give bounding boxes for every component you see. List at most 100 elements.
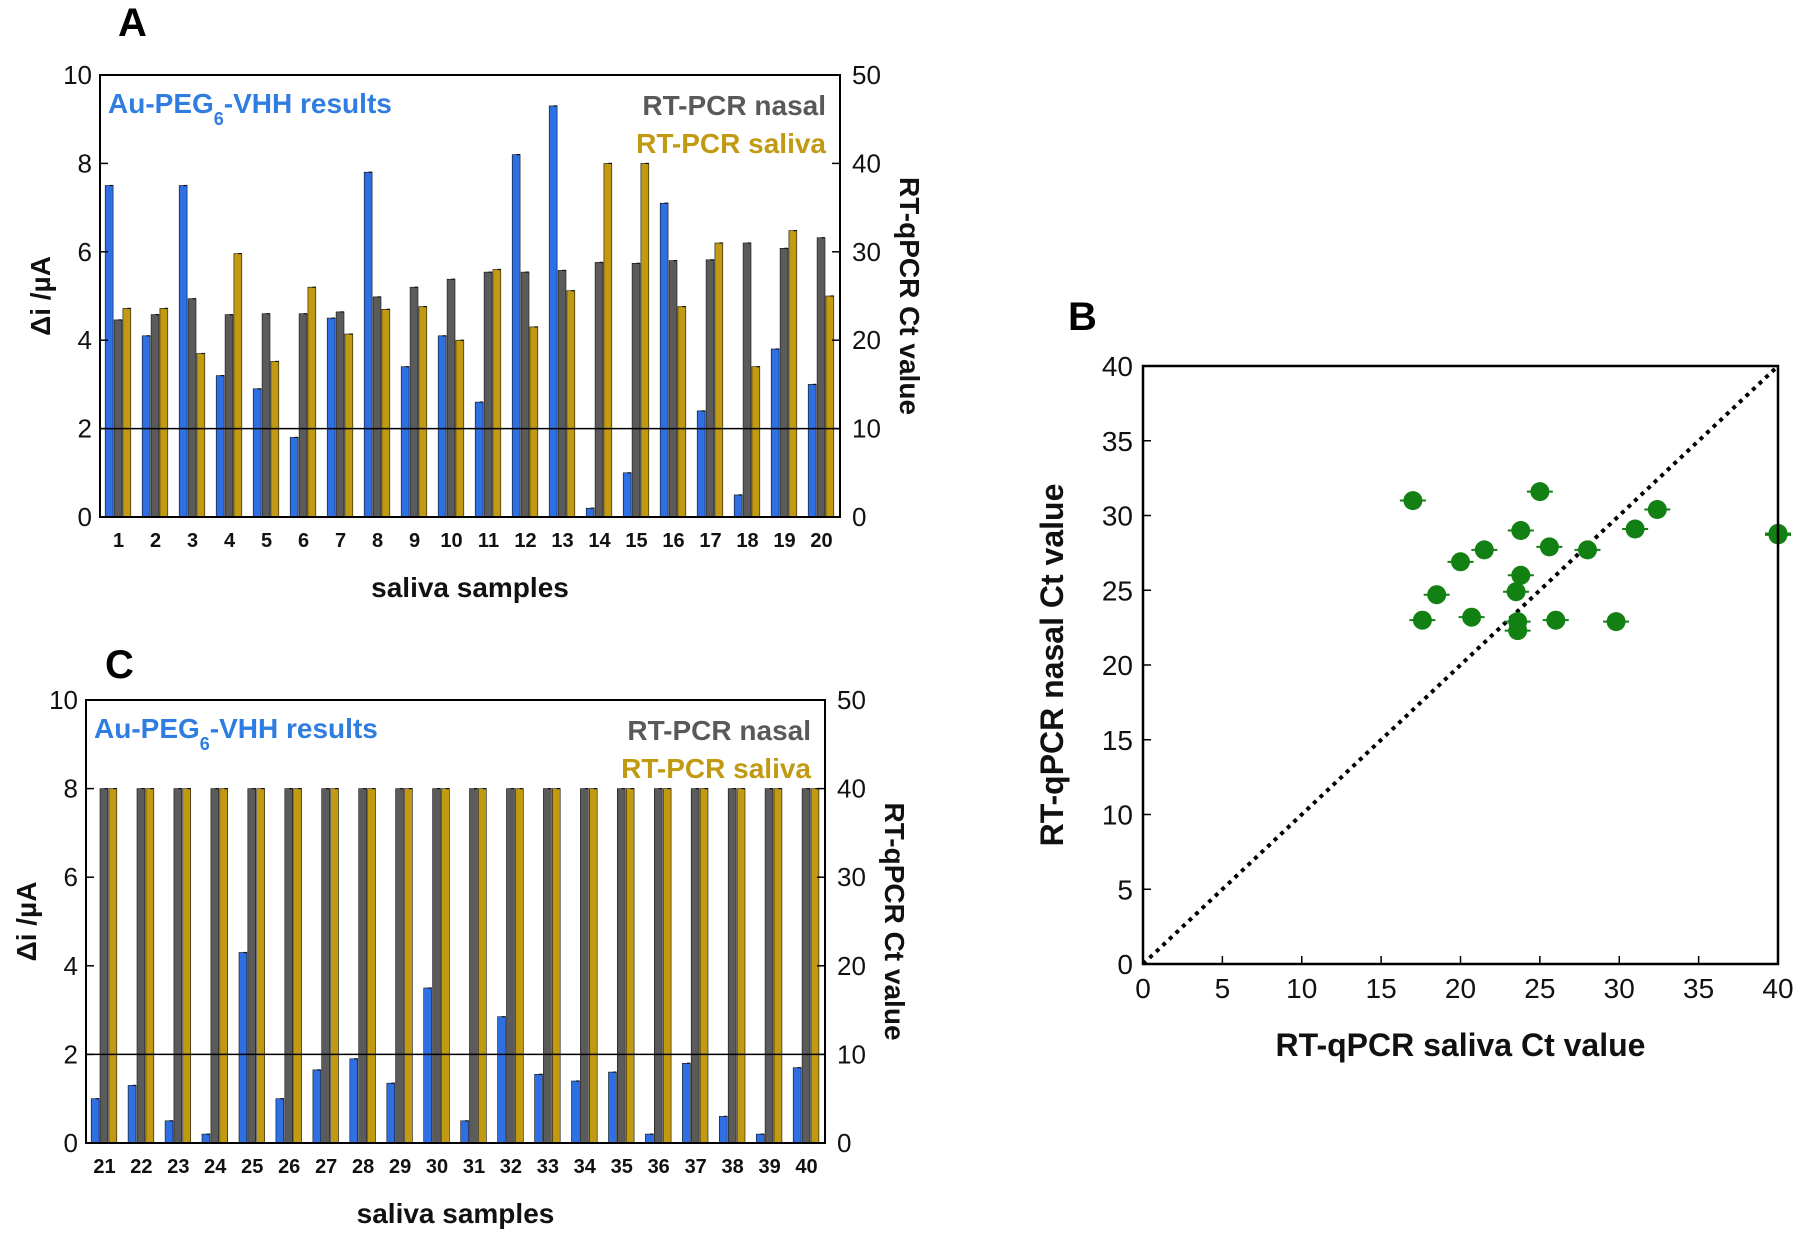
bar-nasal-38 bbox=[727, 788, 737, 1144]
x-tick-label: 6 bbox=[298, 530, 309, 552]
bar-au-5 bbox=[252, 388, 262, 518]
bar-nasal-24 bbox=[210, 788, 220, 1144]
y-tick-label: 0 bbox=[1117, 949, 1133, 980]
bar-au-3 bbox=[178, 185, 188, 518]
bar-nasal-39 bbox=[764, 788, 774, 1144]
y2-tick-label: 50 bbox=[852, 60, 881, 90]
bar-au-16 bbox=[659, 202, 669, 518]
bar-au-27 bbox=[312, 1069, 322, 1144]
y2-tick-label: 0 bbox=[852, 502, 866, 532]
bar-au-6 bbox=[289, 437, 299, 518]
y-axis-label: RT-qPCR nasal Ct value bbox=[1034, 484, 1070, 847]
bar-saliva-18 bbox=[751, 366, 761, 518]
legend-au-main: Au-PEG bbox=[108, 88, 214, 119]
x-tick-label: 24 bbox=[204, 1156, 227, 1178]
bar-nasal-2 bbox=[150, 314, 160, 518]
panel-b-letter: B bbox=[1068, 295, 1097, 339]
bar-au-24 bbox=[201, 1133, 211, 1144]
bar-saliva-36 bbox=[662, 788, 672, 1144]
bar-nasal-25 bbox=[247, 788, 257, 1144]
legend-saliva-rest: saliva bbox=[725, 753, 811, 784]
data-point bbox=[1474, 540, 1494, 560]
bar-au-1 bbox=[104, 185, 114, 518]
x-tick-label: 20 bbox=[810, 530, 832, 552]
bar-au-29 bbox=[386, 1082, 395, 1144]
x-tick-label: 13 bbox=[551, 530, 573, 552]
bar-saliva-11 bbox=[492, 269, 502, 518]
bar-saliva-37 bbox=[699, 788, 709, 1144]
bar-saliva-8 bbox=[381, 308, 391, 518]
bar-nasal-6 bbox=[298, 313, 308, 518]
x-tick-label: 37 bbox=[685, 1156, 707, 1178]
bar-au-9 bbox=[400, 366, 410, 518]
y-tick-label: 6 bbox=[78, 237, 92, 267]
y2-tick-label: 30 bbox=[852, 237, 881, 267]
bar-nasal-14 bbox=[594, 262, 604, 518]
legend-nasal-rest: nasal bbox=[732, 715, 811, 746]
y-tick-label: 20 bbox=[1102, 650, 1133, 681]
bar-nasal-32 bbox=[506, 788, 515, 1144]
y-tick-label: 10 bbox=[63, 60, 92, 90]
data-point bbox=[1539, 537, 1559, 557]
bar-nasal-26 bbox=[284, 788, 293, 1144]
y-tick-label: 0 bbox=[78, 502, 92, 532]
bar-saliva-29 bbox=[404, 788, 413, 1144]
x-tick-label: 25 bbox=[241, 1156, 263, 1178]
x-tick-label: 3 bbox=[187, 530, 198, 552]
bar-nasal-29 bbox=[395, 788, 404, 1144]
bar-nasal-11 bbox=[483, 271, 493, 518]
bar-saliva-31 bbox=[478, 788, 487, 1144]
bar-saliva-39 bbox=[773, 788, 783, 1144]
y-axis-label: Δi /µA bbox=[25, 256, 56, 336]
x-tick-label: 33 bbox=[537, 1156, 559, 1178]
y-tick-label: 4 bbox=[78, 325, 92, 355]
y-tick-label: 6 bbox=[64, 862, 78, 892]
x-tick-label: 5 bbox=[1215, 973, 1231, 1004]
plot-frame bbox=[99, 74, 841, 518]
bar-au-14 bbox=[585, 507, 595, 518]
legend-au-sub: 6 bbox=[200, 734, 210, 754]
bar-saliva-23 bbox=[182, 788, 192, 1144]
plot-frame bbox=[85, 699, 826, 1144]
panel-b: B 0 5 10 15 20 25 30 35 40 0 5 10 15 20 25 30 35 40 RT-qPCR… bbox=[1034, 295, 1794, 1063]
bar-saliva-24 bbox=[219, 788, 229, 1144]
bar-nasal-20 bbox=[816, 237, 826, 518]
x-tick-label: 18 bbox=[736, 530, 758, 552]
x-tick-label: 22 bbox=[130, 1156, 152, 1178]
bar-au-18 bbox=[733, 494, 743, 518]
bar-au-2 bbox=[141, 335, 151, 518]
legend-nasal: RT-PCR nasal bbox=[642, 90, 826, 121]
y-tick-label: 8 bbox=[64, 774, 78, 804]
bar-nasal-13 bbox=[557, 270, 567, 518]
panel-c: C21 22 23 24 25 26 27 28 29 30 31 32 33 34 35 36 37 38 39 4… bbox=[11, 643, 910, 1229]
x-tick-label: 2 bbox=[150, 530, 161, 552]
y2-tick-label: 20 bbox=[837, 951, 866, 981]
bar-saliva-3 bbox=[196, 353, 206, 518]
x-tick-label: 27 bbox=[315, 1156, 337, 1178]
y2-tick-label: 20 bbox=[852, 325, 881, 355]
legend-nasal-main: RT-PCR bbox=[642, 90, 746, 121]
identity-line bbox=[1141, 364, 1780, 966]
bar-au-37 bbox=[682, 1063, 691, 1144]
bar-au-36 bbox=[645, 1133, 654, 1144]
x-tick-label: 40 bbox=[1762, 973, 1793, 1004]
bar-saliva-26 bbox=[293, 788, 302, 1144]
bar-saliva-25 bbox=[256, 788, 265, 1144]
data-point bbox=[1625, 519, 1645, 539]
y-tick-label: 40 bbox=[1102, 351, 1133, 382]
y-tick-label: 10 bbox=[1102, 800, 1133, 831]
y-tick-label: 4 bbox=[64, 951, 78, 981]
bar-nasal-30 bbox=[432, 788, 441, 1144]
y-tick-label: 35 bbox=[1102, 426, 1133, 457]
data-point bbox=[1403, 491, 1423, 511]
bar-saliva-16 bbox=[677, 306, 687, 518]
data-point bbox=[1606, 612, 1626, 632]
bar-au-12 bbox=[511, 154, 521, 518]
bar-nasal-15 bbox=[631, 262, 641, 518]
bar-nasal-34 bbox=[580, 788, 589, 1144]
bar-au-17 bbox=[696, 410, 706, 518]
panel-a: A1 2 3 4 5 6 7 8 9 10 11 12 13 14 15 16 17 18 19 2002468100… bbox=[25, 1, 925, 603]
bar-saliva-1 bbox=[122, 308, 132, 518]
legend-au: Au-PEG6-VHH results bbox=[108, 88, 392, 129]
